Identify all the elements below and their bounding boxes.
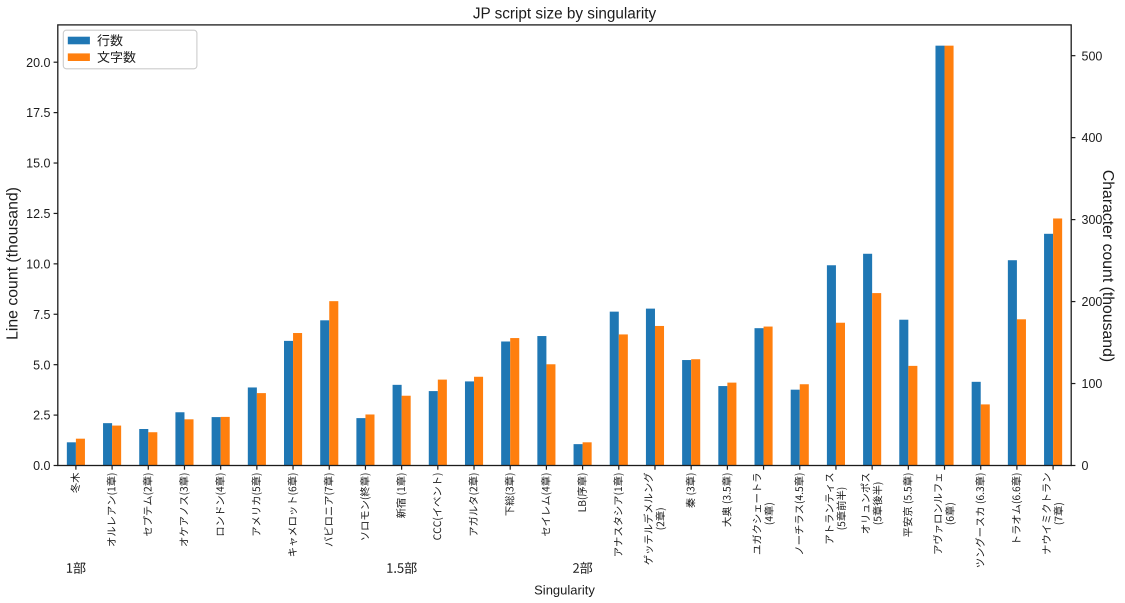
svg-text:10.0: 10.0 <box>26 257 50 271</box>
svg-text:20.0: 20.0 <box>26 56 50 70</box>
svg-text:JP script size by singularity: JP script size by singularity <box>473 6 657 23</box>
svg-text:200: 200 <box>1082 295 1103 309</box>
svg-text:400: 400 <box>1082 131 1103 145</box>
svg-text:0: 0 <box>1082 459 1089 473</box>
svg-text:500: 500 <box>1082 49 1103 63</box>
svg-text:12.5: 12.5 <box>26 207 50 221</box>
svg-text:300: 300 <box>1082 213 1103 227</box>
svg-text:0.0: 0.0 <box>33 459 50 473</box>
svg-text:Singularity: Singularity <box>534 583 595 598</box>
svg-text:Character count (thousand): Character count (thousand) <box>1099 170 1116 362</box>
svg-text:100: 100 <box>1082 377 1103 391</box>
svg-text:5.0: 5.0 <box>33 358 50 372</box>
svg-text:15.0: 15.0 <box>26 157 50 171</box>
svg-text:17.5: 17.5 <box>26 106 50 120</box>
svg-text:2.5: 2.5 <box>33 409 50 423</box>
svg-text:7.5: 7.5 <box>33 308 50 322</box>
svg-text:Line count (thousand): Line count (thousand) <box>5 187 22 340</box>
